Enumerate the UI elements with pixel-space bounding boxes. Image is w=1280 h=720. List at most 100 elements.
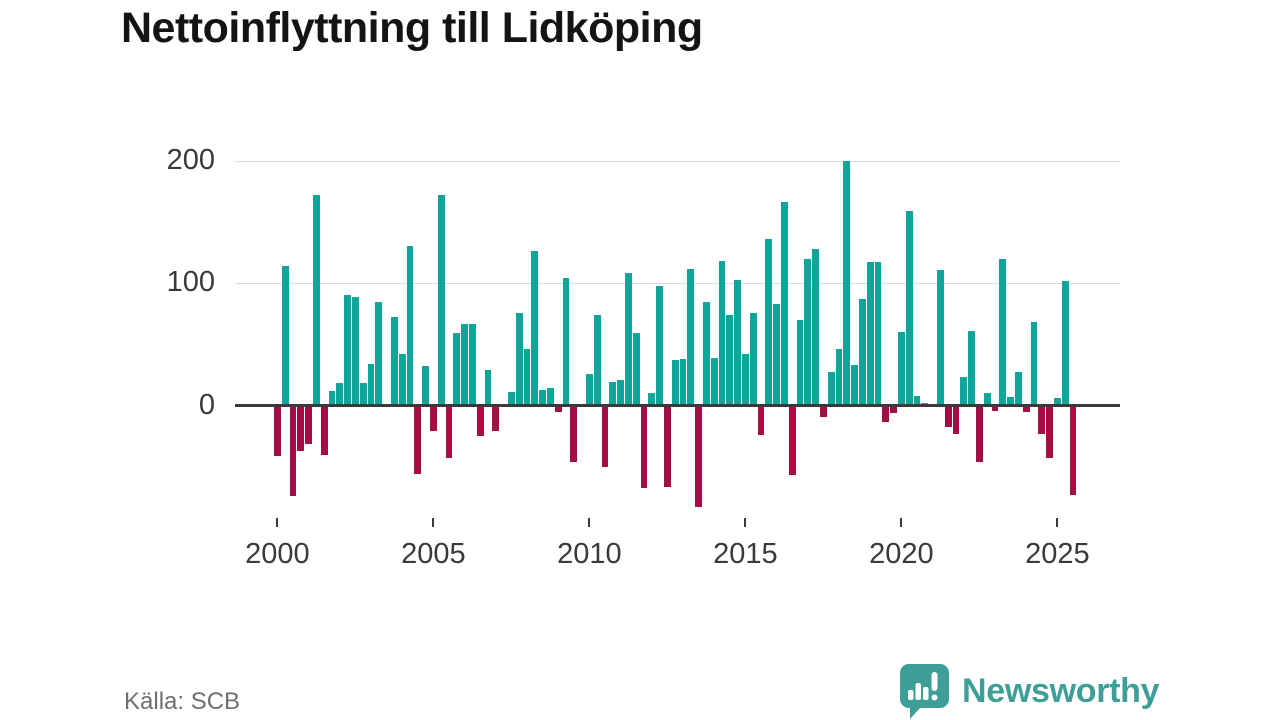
bar-2009-q1 bbox=[554, 407, 562, 412]
x-axis-label-2010: 2010 bbox=[557, 538, 622, 570]
bar-2010-q4 bbox=[609, 382, 617, 406]
bar-2015-q2 bbox=[749, 312, 757, 406]
bar-2017-q1 bbox=[804, 258, 812, 406]
bar-2018-q4 bbox=[859, 299, 866, 406]
x-axis-label-2000: 2000 bbox=[245, 538, 310, 570]
bar-2021-q4 bbox=[952, 407, 960, 434]
bar-2014-q4 bbox=[734, 279, 741, 406]
bar-2004-q2 bbox=[406, 246, 414, 406]
bar-2025-q2 bbox=[1061, 280, 1069, 406]
page-title: Nettoinflyttning till Lidköping bbox=[121, 4, 703, 52]
bar-2007-q4 bbox=[515, 312, 523, 406]
bar-2014-q3 bbox=[726, 314, 734, 406]
bar-2016-q4 bbox=[796, 319, 804, 406]
bar-2011-q2 bbox=[625, 273, 632, 406]
bar-2019-q1 bbox=[866, 262, 874, 406]
bar-2022-q4 bbox=[983, 393, 991, 406]
x-axis-label-2025: 2025 bbox=[1025, 538, 1090, 570]
bar-2024-q1 bbox=[1022, 407, 1030, 412]
newsworthy-branding: Newsworthy bbox=[898, 663, 1160, 719]
bar-2019-q2 bbox=[874, 262, 882, 406]
bar-2004-q4 bbox=[422, 366, 429, 406]
bar-2007-q1 bbox=[492, 407, 500, 432]
bar-2016-q3 bbox=[788, 407, 796, 476]
bar-2008-q3 bbox=[539, 389, 546, 406]
bar-2012-q4 bbox=[671, 360, 679, 406]
bar-2003-q4 bbox=[391, 317, 398, 406]
bar-2016-q2 bbox=[781, 202, 788, 406]
bar-2013-q2 bbox=[687, 268, 695, 406]
y-axis-label-0: 0 bbox=[198, 388, 215, 421]
bar-2000-q1 bbox=[274, 407, 281, 456]
x-tick-2015 bbox=[744, 518, 747, 527]
bar-2001-q2 bbox=[313, 195, 320, 406]
y-axis-label-100: 100 bbox=[166, 266, 215, 299]
bar-2020-q1 bbox=[898, 332, 905, 406]
bar-2021-q3 bbox=[944, 407, 952, 427]
bar-2023-q4 bbox=[1015, 372, 1022, 406]
x-axis-label-2005: 2005 bbox=[401, 538, 466, 570]
bar-2005-q3 bbox=[445, 407, 453, 459]
bar-2000-q2 bbox=[281, 266, 289, 406]
bar-2019-q4 bbox=[890, 407, 897, 414]
bar-2020-q3 bbox=[913, 395, 921, 406]
bar-2012-q2 bbox=[656, 285, 663, 406]
bar-2013-q1 bbox=[679, 359, 687, 406]
x-tick-2005 bbox=[432, 518, 435, 527]
bar-2011-q1 bbox=[617, 379, 624, 406]
x-tick-2000 bbox=[276, 518, 279, 527]
bar-2006-q1 bbox=[461, 323, 468, 406]
x-axis-label-2020: 2020 bbox=[869, 538, 934, 570]
gridline-y200 bbox=[235, 160, 1120, 162]
bar-2008-q4 bbox=[547, 388, 554, 406]
bar-2013-q4 bbox=[703, 301, 710, 406]
newsworthy-logo-icon bbox=[900, 664, 949, 719]
bar-2016-q1 bbox=[773, 303, 780, 406]
bar-2005-q1 bbox=[430, 407, 437, 432]
bar-2006-q4 bbox=[484, 370, 492, 406]
bar-2022-q2 bbox=[968, 330, 975, 406]
bar-2017-q4 bbox=[827, 372, 835, 406]
bar-2008-q1 bbox=[523, 349, 531, 406]
bar-2003-q1 bbox=[367, 363, 375, 406]
bar-2010-q3 bbox=[601, 407, 609, 467]
bar-2011-q3 bbox=[632, 333, 640, 406]
bar-2002-q4 bbox=[359, 383, 367, 406]
newsworthy-logo-text: Newsworthy bbox=[962, 671, 1160, 710]
x-tick-2020 bbox=[900, 518, 903, 527]
bar-2014-q1 bbox=[710, 357, 718, 406]
bar-2021-q2 bbox=[937, 269, 944, 406]
bar-2013-q3 bbox=[695, 407, 702, 508]
bar-2018-q2 bbox=[843, 160, 851, 406]
bar-2012-q3 bbox=[664, 407, 671, 487]
bar-2017-q3 bbox=[820, 407, 827, 417]
x-axis-zero-line bbox=[235, 404, 1120, 407]
bar-2015-q4 bbox=[765, 239, 773, 406]
bar-2018-q1 bbox=[835, 349, 843, 406]
bar-2024-q4 bbox=[1046, 407, 1053, 459]
bar-2006-q3 bbox=[476, 407, 484, 437]
bar-2010-q2 bbox=[593, 314, 601, 406]
bar-2000-q3 bbox=[289, 407, 297, 497]
bar-2004-q1 bbox=[398, 354, 406, 406]
bar-2023-q1 bbox=[991, 407, 999, 411]
bar-2025-q1 bbox=[1054, 398, 1061, 406]
bar-2002-q3 bbox=[352, 296, 359, 406]
bar-2001-q4 bbox=[328, 390, 336, 406]
bar-2025-q3 bbox=[1069, 407, 1077, 496]
y-axis-label-200: 200 bbox=[166, 143, 215, 176]
bar-2023-q2 bbox=[999, 258, 1007, 406]
gridline-y100 bbox=[235, 283, 1120, 285]
bar-2008-q2 bbox=[531, 251, 539, 406]
bar-2002-q2 bbox=[344, 295, 351, 406]
bar-2020-q2 bbox=[905, 211, 913, 406]
bar-2019-q3 bbox=[882, 407, 890, 422]
bar-2022-q3 bbox=[976, 407, 983, 463]
source-note: Källa: SCB bbox=[124, 688, 241, 715]
bar-2018-q3 bbox=[851, 365, 858, 406]
bar-2007-q3 bbox=[508, 392, 515, 406]
bar-2006-q2 bbox=[469, 323, 476, 406]
bar-2005-q2 bbox=[437, 195, 445, 406]
bar-2012-q1 bbox=[648, 393, 656, 406]
